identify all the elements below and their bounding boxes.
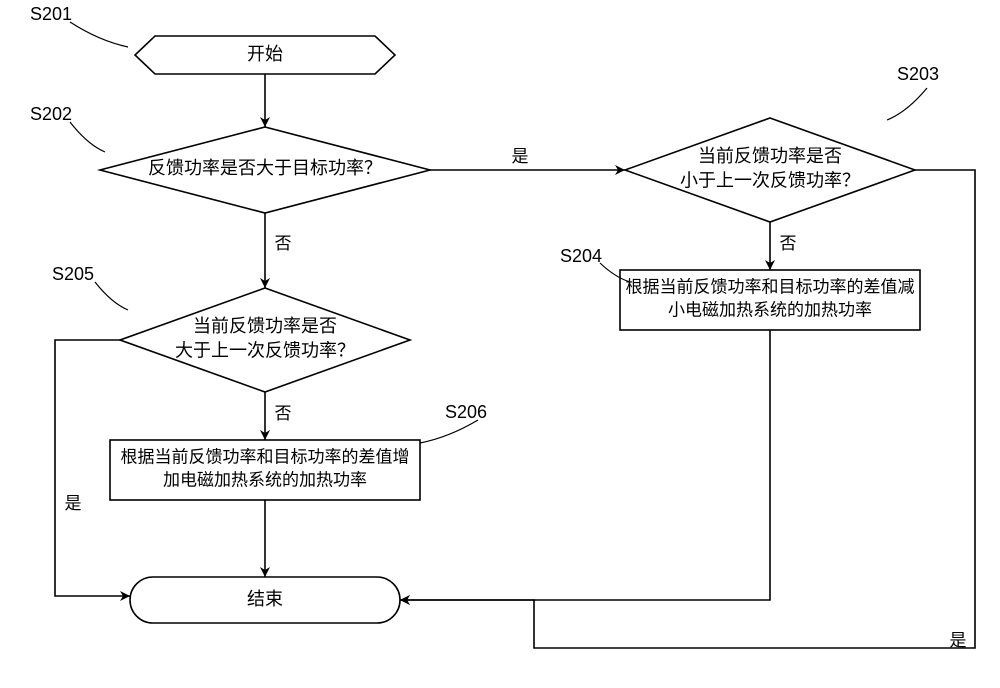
step-label: S205 [52, 264, 94, 284]
edge-label: 是 [950, 631, 967, 650]
step-label: S203 [897, 64, 939, 84]
node-text: 小于上一次反馈功率？ [680, 170, 860, 190]
node-text: 根据当前反馈功率和目标功率的差值减 [626, 277, 915, 296]
step-label: S206 [445, 402, 487, 422]
edge-label: 否 [275, 234, 292, 253]
label-leader [70, 122, 105, 152]
label-leader [887, 88, 927, 120]
node-text: 加电磁加热系统的加热功率 [163, 470, 367, 489]
node-text: 结束 [247, 589, 283, 609]
edge-label: 是 [65, 494, 82, 513]
node-text: 当前反馈功率是否 [698, 146, 842, 166]
step-label: S202 [30, 104, 72, 124]
edge-label: 否 [275, 404, 292, 423]
node-text: 大于上一次反馈功率？ [175, 340, 355, 360]
label-leader [95, 282, 128, 310]
node-text: 小电磁加热系统的加热功率 [668, 300, 872, 319]
step-label: S204 [560, 246, 602, 266]
step-label: S201 [30, 4, 72, 24]
node-text: 根据当前反馈功率和目标功率的差值增 [121, 447, 410, 466]
label-leader [70, 22, 128, 47]
edge-label: 是 [512, 147, 529, 166]
node-text: 反馈功率是否大于目标功率？ [148, 158, 382, 178]
flow-edge [400, 330, 770, 600]
edge-label: 否 [780, 234, 797, 253]
node-text: 开始 [247, 44, 283, 64]
label-leader [420, 420, 478, 443]
node-text: 当前反馈功率是否 [193, 316, 337, 336]
